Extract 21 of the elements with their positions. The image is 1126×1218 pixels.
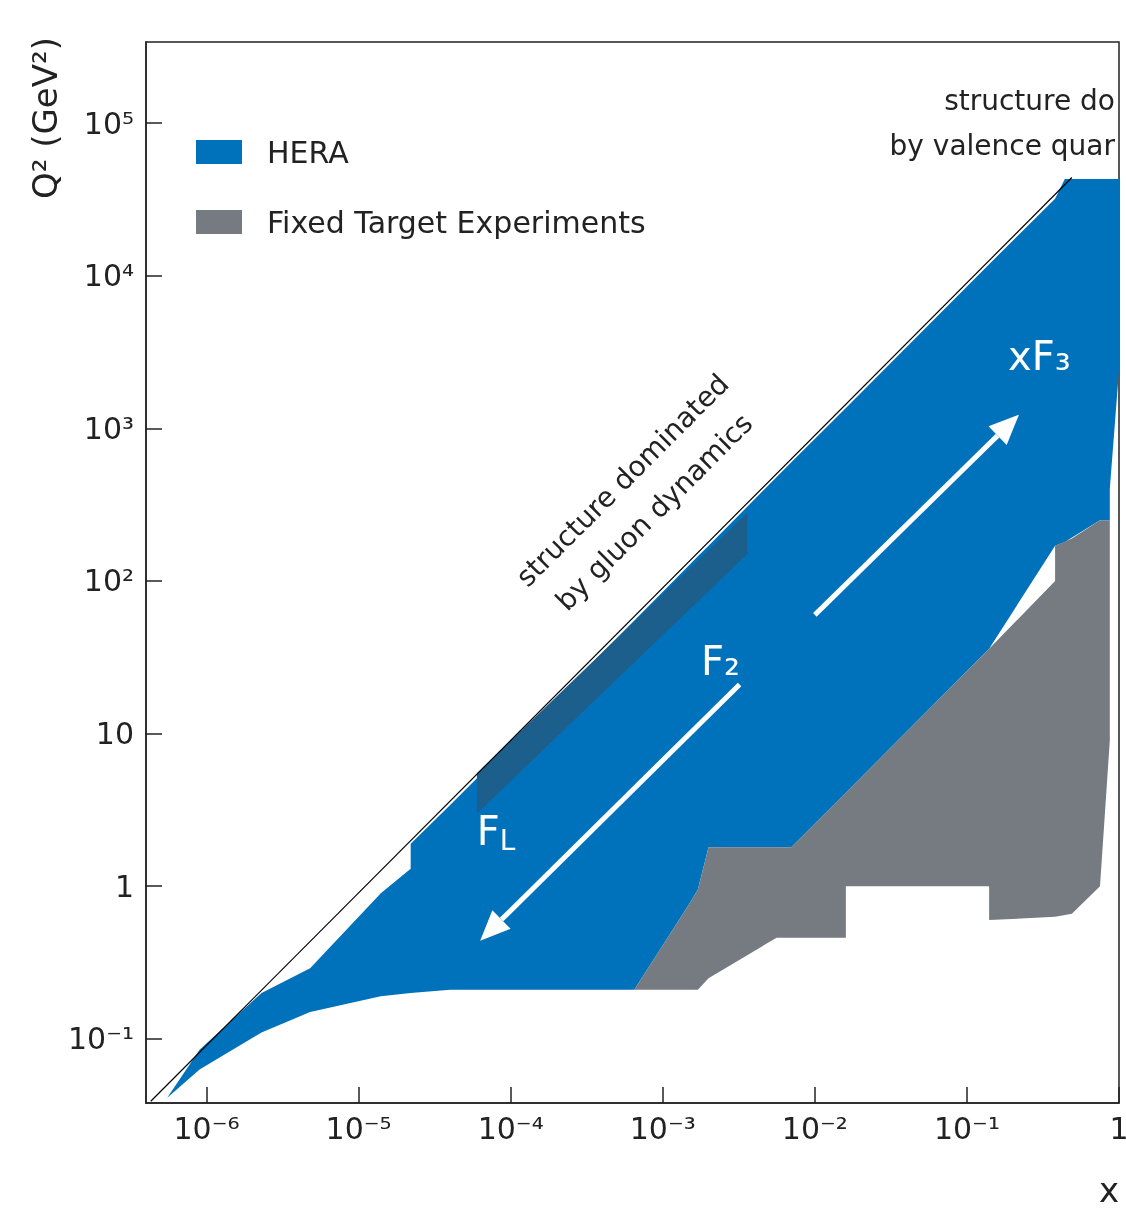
y-tick-label: 10⁵ (83, 105, 134, 141)
y-tick-label: 10² (83, 563, 134, 599)
x-tick-label: 1 (1109, 1110, 1126, 1146)
x-tick-label: 10⁻⁵ (325, 1110, 392, 1146)
y-tick-label: 1 (114, 868, 134, 904)
y-tick-label: 10³ (83, 410, 134, 446)
annotation: xF₃ (1008, 332, 1071, 379)
x-tick-label: 10⁻³ (629, 1110, 696, 1146)
y-tick-label: 10 (95, 716, 134, 752)
x-tick-label: 10⁻² (781, 1110, 848, 1146)
y-tick-label: 10⁴ (83, 258, 134, 294)
x-tick-label: 10⁻⁴ (477, 1110, 544, 1146)
x-tick-label: 10⁻¹ (933, 1110, 1000, 1146)
y-axis-title: Q² (GeV²) (25, 37, 65, 199)
legend-label: HERA (267, 134, 350, 170)
legend-label: Fixed Target Experiments (267, 204, 646, 240)
annotation: structure do by valence quar (889, 84, 1116, 163)
y-tick-label: 10⁻¹ (67, 1021, 134, 1057)
x-tick-label: 10⁻⁶ (173, 1110, 240, 1146)
annotation: F₂ (701, 637, 741, 684)
x-axis-title: x (1098, 1170, 1119, 1210)
